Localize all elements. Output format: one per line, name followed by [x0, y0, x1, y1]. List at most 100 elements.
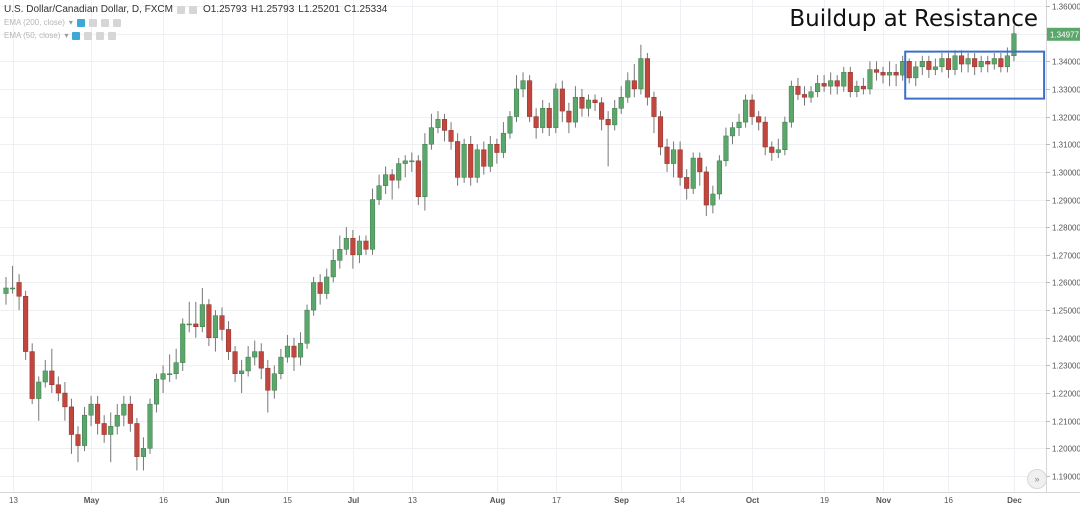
- candle: [271, 365, 277, 399]
- candle-body: [716, 160, 722, 195]
- candle: [939, 53, 945, 73]
- indicator-row-ema200[interactable]: EMA (200, close) ▾: [4, 16, 391, 29]
- candle-body: [389, 174, 395, 181]
- candle-body: [337, 249, 343, 261]
- candle-body: [815, 83, 821, 92]
- candle: [389, 169, 395, 200]
- candle-body: [62, 392, 68, 408]
- close-icon[interactable]: [96, 31, 105, 40]
- candle-body: [998, 58, 1004, 68]
- candle: [788, 80, 794, 128]
- candle: [225, 321, 232, 360]
- candle: [972, 53, 978, 76]
- candle: [324, 268, 330, 300]
- candle-body: [618, 96, 624, 109]
- candle-body: [455, 141, 461, 178]
- close-icon[interactable]: [188, 5, 197, 14]
- indicator-row-ema50[interactable]: EMA (50, close) ▾: [4, 29, 391, 42]
- candle-body: [343, 237, 349, 250]
- candle: [101, 415, 107, 443]
- candle: [1011, 25, 1017, 62]
- candle-body: [258, 351, 264, 369]
- candle-body: [605, 119, 611, 126]
- candle-body: [16, 282, 22, 297]
- candle: [952, 50, 958, 76]
- eye-icon[interactable]: [72, 31, 81, 40]
- candle-body: [860, 85, 866, 90]
- candle-body: [991, 58, 997, 65]
- candle-body: [232, 351, 238, 374]
- candle-body: [487, 143, 493, 167]
- candle: [252, 340, 258, 366]
- candle-body: [795, 85, 801, 95]
- candle-body: [330, 260, 336, 278]
- chevron-down-icon[interactable]: ▾: [64, 31, 69, 40]
- candle: [239, 359, 245, 394]
- candle: [756, 111, 762, 131]
- candle-body: [775, 149, 781, 153]
- candle-body: [199, 304, 205, 327]
- candle: [81, 406, 88, 452]
- candle: [657, 111, 664, 156]
- settings-icon[interactable]: [88, 18, 97, 27]
- y-tick-label: 1.27000: [1052, 252, 1080, 261]
- close-icon[interactable]: [100, 18, 109, 27]
- candle: [546, 102, 552, 136]
- candle: [716, 155, 722, 200]
- candle-body: [409, 160, 415, 163]
- candle: [193, 301, 199, 338]
- price-axis[interactable]: 1.19000 1.20000 1.21000 1.22000 1.23000 1.240…: [1046, 3, 1080, 482]
- more-icon[interactable]: [108, 31, 117, 40]
- candle: [887, 61, 893, 87]
- x-tick-label: 16: [159, 496, 168, 505]
- candle: [376, 174, 382, 206]
- y-tick-label: 1.20000: [1052, 445, 1080, 454]
- candle: [612, 100, 618, 131]
- candle: [304, 304, 310, 349]
- chevron-down-icon[interactable]: ▾: [68, 18, 73, 27]
- x-tick-label: 13: [9, 496, 18, 505]
- time-axis[interactable]: 13 May 16 Jun 15 Jul 13 Aug 17 Sep 14 Oct 19 Nov 16 Dec: [9, 496, 1022, 505]
- candle: [605, 111, 611, 167]
- x-tick-label: 16: [944, 496, 953, 505]
- candle: [828, 72, 834, 95]
- candle: [284, 335, 290, 363]
- candle: [513, 75, 520, 123]
- candle-body: [926, 61, 932, 70]
- ohlc-low: L1.25201: [298, 4, 340, 15]
- candle: [684, 169, 690, 200]
- candle-body: [828, 80, 834, 87]
- candle: [311, 276, 317, 316]
- candle: [945, 53, 952, 78]
- candle-body: [468, 143, 474, 178]
- settings-icon[interactable]: [176, 5, 185, 14]
- candle-body: [291, 345, 297, 358]
- last-price-label: 1.34977: [1050, 30, 1079, 39]
- candle: [42, 359, 48, 388]
- candle-body: [801, 94, 808, 98]
- ohlc-high: H1.25793: [250, 4, 295, 15]
- candle-body: [939, 58, 945, 68]
- more-icon[interactable]: [112, 18, 121, 27]
- candle-body: [762, 121, 768, 148]
- candle: [278, 348, 284, 380]
- candle: [631, 64, 637, 98]
- candle: [383, 166, 389, 194]
- candle: [455, 133, 461, 186]
- candle-body: [743, 99, 749, 123]
- candle: [297, 332, 304, 366]
- candle: [906, 58, 912, 84]
- candle-body: [396, 163, 402, 181]
- ohlc-close: C1.25334: [343, 4, 388, 15]
- x-tick-label: 15: [283, 496, 292, 505]
- y-tick-label: 1.28000: [1052, 224, 1080, 233]
- symbol-title: U.S. Dollar/Canadian Dollar, D, FXCM: [4, 4, 173, 15]
- candle: [815, 75, 821, 98]
- settings-icon[interactable]: [84, 31, 93, 40]
- candle: [644, 53, 650, 106]
- eye-icon[interactable]: [76, 18, 85, 27]
- scroll-to-latest-button[interactable]: »: [1027, 469, 1047, 489]
- candle-body: [893, 72, 899, 76]
- candle-body: [527, 80, 533, 117]
